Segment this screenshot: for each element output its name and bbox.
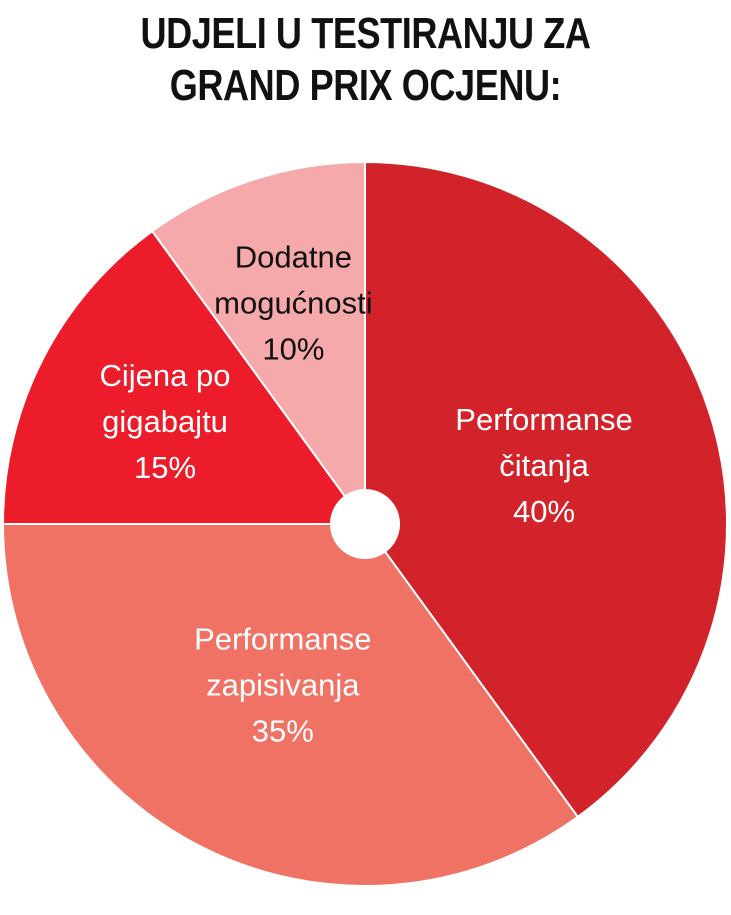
pie-slice-1 [364,160,728,819]
slice-value-label: 10% [262,332,324,367]
slice-label-2: Performanse zapisivanja 35% [194,621,371,748]
slice-label-1: Performanse čitanja 40% [455,402,632,529]
slice-name-label: mogućnosti [214,286,373,321]
pie-slice-3 [1,229,367,525]
slice-name-label: Dodatne [235,240,352,275]
slice-value-label: 15% [134,450,196,485]
donut-hole [330,489,400,559]
slice-value-label: 40% [513,494,575,529]
chart-title-line-1: UDJELI U TESTIRANJU ZA [140,9,591,58]
slice-value-label: 35% [252,713,314,748]
slice-name-label: Performanse [455,402,632,437]
pie-slice-4 [150,160,366,528]
chart-title: UDJELI U TESTIRANJU ZA GRAND PRIX OCJENU… [0,8,731,112]
slice-label-4: Dodatne mogućnosti 10% [214,240,373,367]
slice-name-label: čitanja [499,448,589,483]
slice-name-label: gigabajtu [102,404,228,439]
slice-name-label: zapisivanja [206,667,360,702]
pie-slice-2 [1,523,580,887]
slice-name-label: Cijena po [100,358,231,393]
slice-label-3: Cijena po gigabajtu 15% [100,358,231,485]
chart-title-line-2: GRAND PRIX OCJENU: [169,61,562,110]
slice-name-label: Performanse [194,621,371,656]
